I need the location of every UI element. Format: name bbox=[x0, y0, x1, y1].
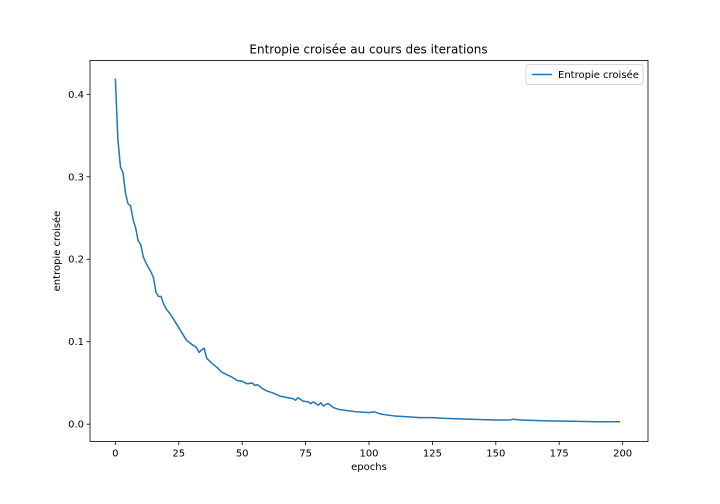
y-axis: 0.0 0.1 0.2 0.3 0.4 bbox=[68, 90, 90, 431]
y-axis-label: entropie croisée bbox=[51, 211, 63, 292]
x-tick-label: 200 bbox=[613, 449, 632, 460]
y-tick-label: 0.0 bbox=[68, 420, 84, 431]
legend-series-label: Entropie croisée bbox=[558, 69, 639, 81]
series-group bbox=[114, 78, 621, 423]
legend-frame bbox=[525, 64, 644, 85]
x-axis: 0 25 50 75 100 125 150 175 200 bbox=[112, 441, 632, 460]
x-tick-label: 25 bbox=[172, 449, 185, 460]
y-tick-label: 0.4 bbox=[68, 90, 84, 101]
legend: Entropie croisée bbox=[525, 64, 644, 85]
x-tick-label: 75 bbox=[299, 449, 312, 460]
plot-area-frame bbox=[89, 60, 649, 442]
x-tick-label: 100 bbox=[359, 449, 378, 460]
y-tick-label: 0.2 bbox=[68, 255, 84, 266]
x-tick-label: 125 bbox=[423, 449, 442, 460]
x-axis-label: epochs bbox=[351, 462, 387, 473]
chart-title: Entropie croisée au cours des iterations bbox=[249, 43, 487, 57]
x-tick-label: 175 bbox=[550, 449, 569, 460]
series-line bbox=[114, 78, 621, 423]
y-tick-label: 0.1 bbox=[68, 337, 84, 348]
x-tick-label: 50 bbox=[236, 449, 249, 460]
x-tick-label: 0 bbox=[112, 449, 118, 460]
x-tick-label: 150 bbox=[486, 449, 505, 460]
y-tick-label: 0.3 bbox=[68, 172, 84, 183]
